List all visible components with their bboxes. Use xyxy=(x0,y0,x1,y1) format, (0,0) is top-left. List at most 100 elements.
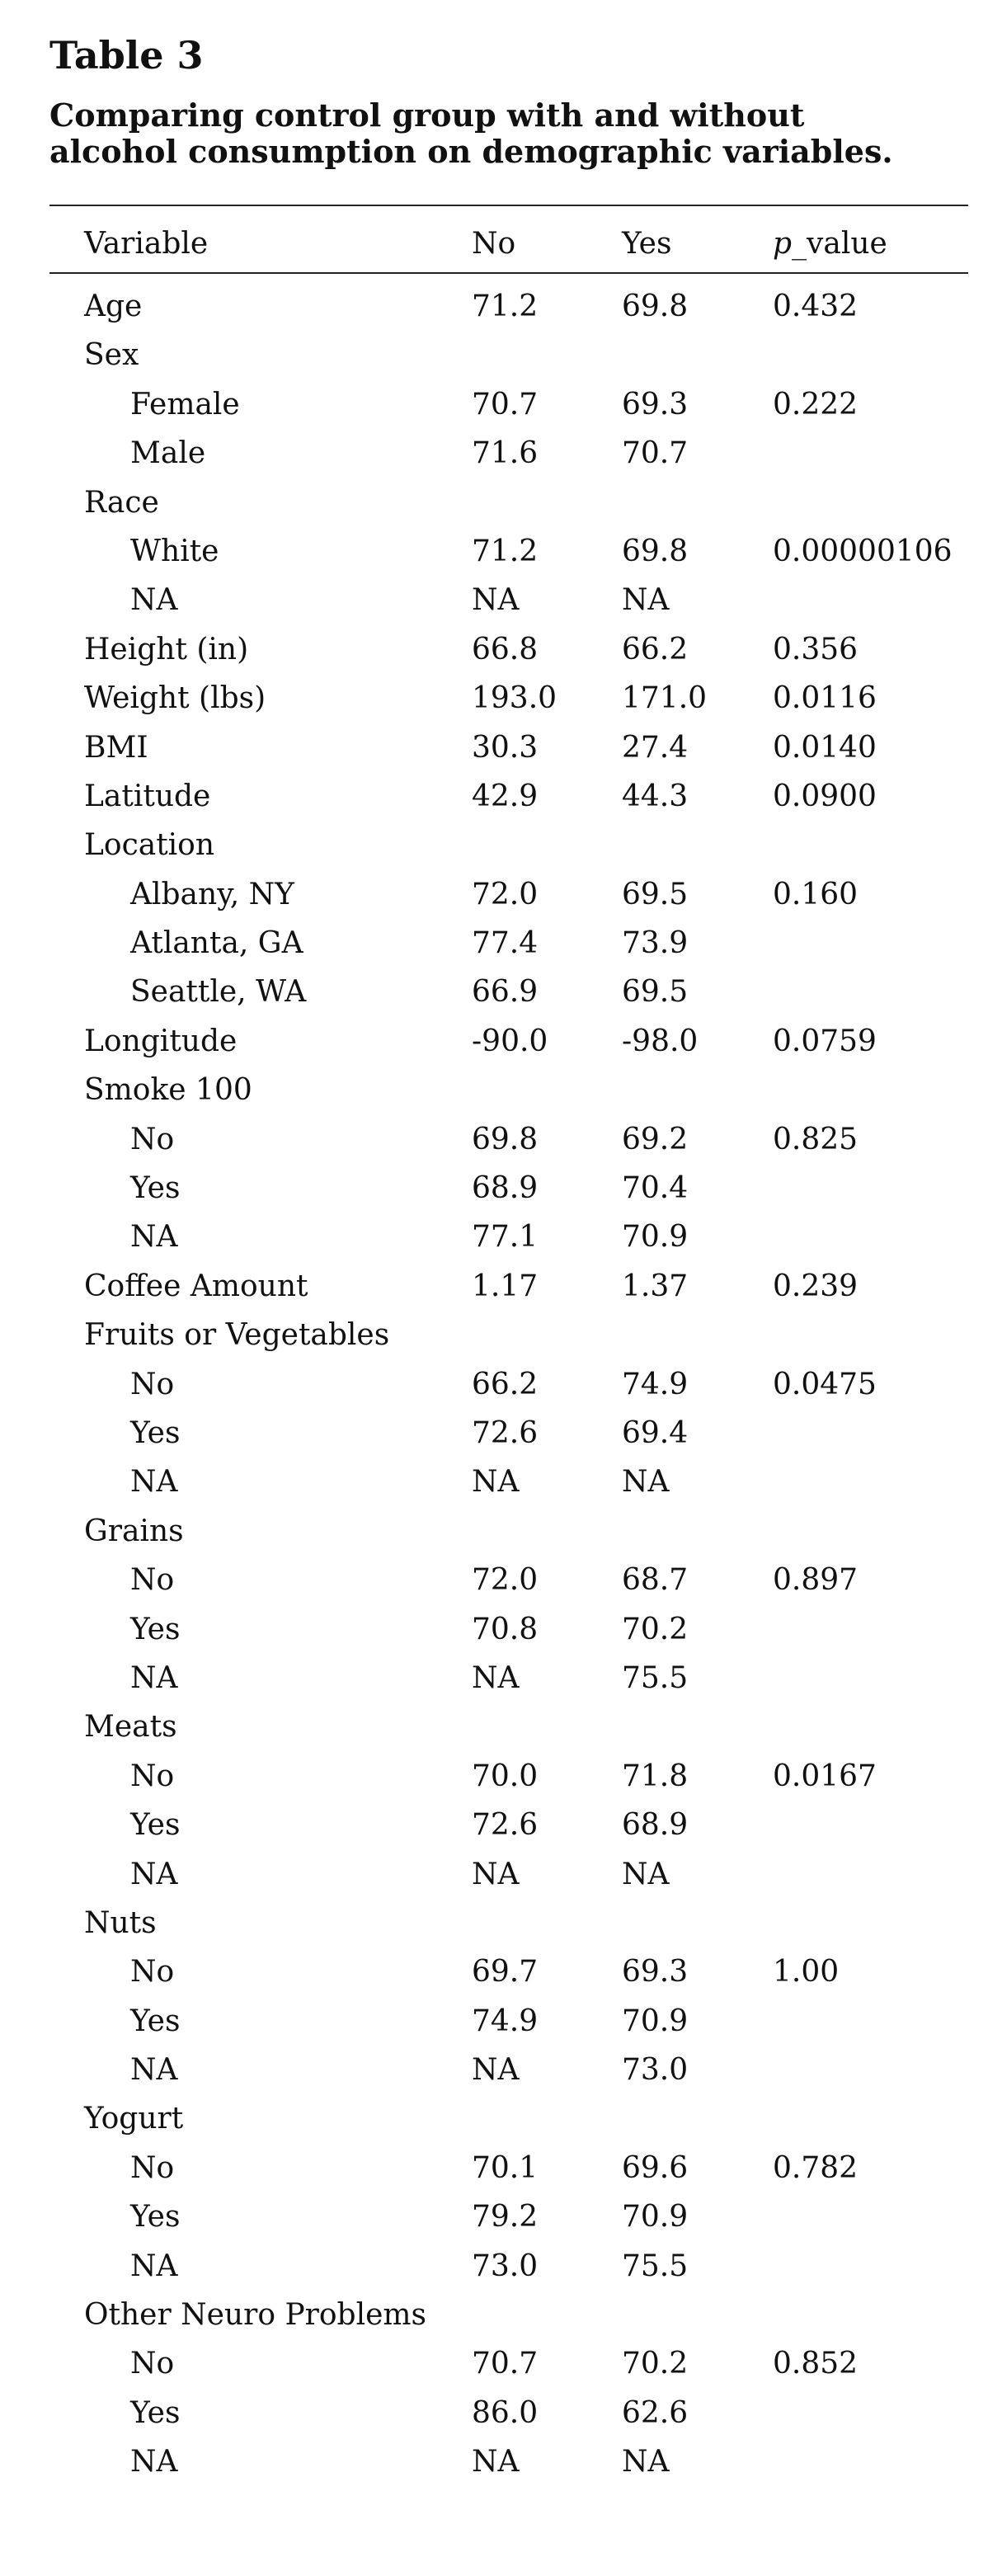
row-value-yes: 70.9 xyxy=(622,1220,689,1255)
row-p-value: 1.00 xyxy=(773,1955,840,1990)
row-label: Grains xyxy=(84,1514,184,1548)
row-p-value: 0.897 xyxy=(773,1563,859,1598)
row-value-yes: 69.3 xyxy=(622,1955,689,1990)
table-row: Yes 86.0 62.6 xyxy=(0,2389,1002,2437)
row-value-no: 72.0 xyxy=(472,877,539,911)
row-label: Race xyxy=(84,485,159,520)
row-value-yes: 70.7 xyxy=(622,436,689,471)
row-label: NA xyxy=(130,1465,178,1500)
row-value-no: NA xyxy=(472,1857,520,1891)
row-value-yes: 1.37 xyxy=(622,1269,689,1303)
table-caption-line-2: alcohol consumption on demographic varia… xyxy=(49,133,893,170)
row-value-yes: 68.7 xyxy=(622,1563,689,1598)
row-value-no: 71.2 xyxy=(472,534,539,568)
header-yes: Yes xyxy=(622,227,672,261)
row-label: Location xyxy=(84,828,215,863)
table-caption: Comparing control group with and without… xyxy=(49,97,973,170)
row-p-value: 0.0900 xyxy=(773,779,877,813)
table-row: Latitude 42.9 44.3 0.0900 xyxy=(0,772,1002,821)
row-label: Fruits or Vegetables xyxy=(84,1318,390,1353)
row-label: Yes xyxy=(130,2200,181,2235)
table-body: Age 71.2 69.8 0.432 Sex Female 70.7 69.3 0.222 Ma… xyxy=(0,282,1002,2487)
row-value-no: 72.6 xyxy=(472,1415,539,1450)
row-value-no: 70.7 xyxy=(472,387,539,421)
row-p-value: 0.0116 xyxy=(773,681,877,716)
row-label: NA xyxy=(130,2445,178,2479)
row-label: No xyxy=(130,2150,175,2185)
table-row: Yogurt xyxy=(0,2094,1002,2143)
row-value-yes: 171.0 xyxy=(622,681,708,716)
table-row: Yes 68.9 70.4 xyxy=(0,1164,1002,1213)
row-label: White xyxy=(130,534,219,568)
row-value-yes: 73.9 xyxy=(622,926,689,961)
row-value-yes: 69.6 xyxy=(622,2150,689,2185)
table-row: NA NA NA xyxy=(0,1458,1002,1506)
row-label: No xyxy=(130,1955,175,1990)
table-row: Location xyxy=(0,821,1002,869)
row-value-yes: 69.5 xyxy=(622,975,689,1010)
table-row: Albany, NY 72.0 69.5 0.160 xyxy=(0,870,1002,919)
table-row: No 69.8 69.2 0.825 xyxy=(0,1115,1002,1164)
row-value-yes: 74.9 xyxy=(622,1367,689,1401)
row-value-yes: 75.5 xyxy=(622,1660,689,1695)
row-value-no: 70.0 xyxy=(472,1759,539,1793)
row-value-yes: 69.8 xyxy=(622,534,689,568)
table-row: No 69.7 69.3 1.00 xyxy=(0,1947,1002,1996)
table-row: Yes 72.6 68.9 xyxy=(0,1801,1002,1849)
table-row: Sex xyxy=(0,331,1002,379)
row-value-no: 193.0 xyxy=(472,681,557,716)
row-p-value: 0.356 xyxy=(773,632,859,666)
row-label: Yes xyxy=(130,2395,181,2430)
row-label: Yes xyxy=(130,1415,181,1450)
row-value-no: 77.1 xyxy=(472,1220,539,1255)
table-row: No 70.1 69.6 0.782 xyxy=(0,2144,1002,2192)
row-p-value: 0.239 xyxy=(773,1269,859,1303)
row-value-no: 72.6 xyxy=(472,1808,539,1843)
row-p-value: 0.0759 xyxy=(773,1024,877,1058)
row-value-no: 71.2 xyxy=(472,290,539,323)
row-label: Sex xyxy=(84,338,139,373)
row-label: Female xyxy=(130,387,240,421)
table-row: NA NA 75.5 xyxy=(0,1654,1002,1702)
row-value-yes: 62.6 xyxy=(622,2395,689,2430)
row-label: Atlanta, GA xyxy=(130,926,303,961)
row-value-yes: 70.2 xyxy=(622,1612,689,1646)
row-value-no: 79.2 xyxy=(472,2200,539,2235)
row-label: Yes xyxy=(130,1808,181,1843)
row-label: Smoke 100 xyxy=(84,1073,252,1108)
table-row: White 71.2 69.8 0.00000106 xyxy=(0,527,1002,576)
table-row: Coffee Amount 1.17 1.37 0.239 xyxy=(0,1262,1002,1311)
row-label: Coffee Amount xyxy=(84,1269,308,1303)
row-value-yes: 69.4 xyxy=(622,1415,689,1450)
row-value-no: 86.0 xyxy=(472,2395,539,2430)
row-value-yes: 27.4 xyxy=(622,730,689,765)
row-value-no: 66.8 xyxy=(472,632,539,666)
row-label: Yes xyxy=(130,1171,181,1206)
row-value-no: 1.17 xyxy=(472,1269,539,1303)
row-value-no: 66.2 xyxy=(472,1367,539,1401)
row-label: NA xyxy=(130,2053,178,2088)
row-p-value: 0.0140 xyxy=(773,730,877,765)
row-value-yes: 69.8 xyxy=(622,290,689,323)
row-label: NA xyxy=(130,1857,178,1891)
row-label: Albany, NY xyxy=(130,877,294,911)
table-row: Longitude -90.0 -98.0 0.0759 xyxy=(0,1017,1002,1066)
table-top-rule xyxy=(49,205,968,206)
row-value-yes: 70.9 xyxy=(622,2200,689,2235)
row-label: NA xyxy=(130,1220,178,1255)
row-value-yes: 44.3 xyxy=(622,779,689,813)
table-row: Other Neuro Problems xyxy=(0,2291,1002,2339)
row-value-no: 66.9 xyxy=(472,975,539,1010)
row-value-yes: 73.0 xyxy=(622,2053,689,2088)
row-label: Nuts xyxy=(84,1905,157,1940)
row-label: BMI xyxy=(84,730,148,765)
row-label: NA xyxy=(130,583,178,618)
table-row: Fruits or Vegetables xyxy=(0,1311,1002,1359)
row-label: No xyxy=(130,1563,175,1598)
table-row: Seattle, WA 66.9 69.5 xyxy=(0,968,1002,1016)
row-value-yes: 69.3 xyxy=(622,387,689,421)
row-value-no: -90.0 xyxy=(472,1024,548,1058)
header-no: No xyxy=(472,227,516,261)
table-row: BMI 30.3 27.4 0.0140 xyxy=(0,723,1002,772)
row-value-yes: 70.9 xyxy=(622,2004,689,2038)
